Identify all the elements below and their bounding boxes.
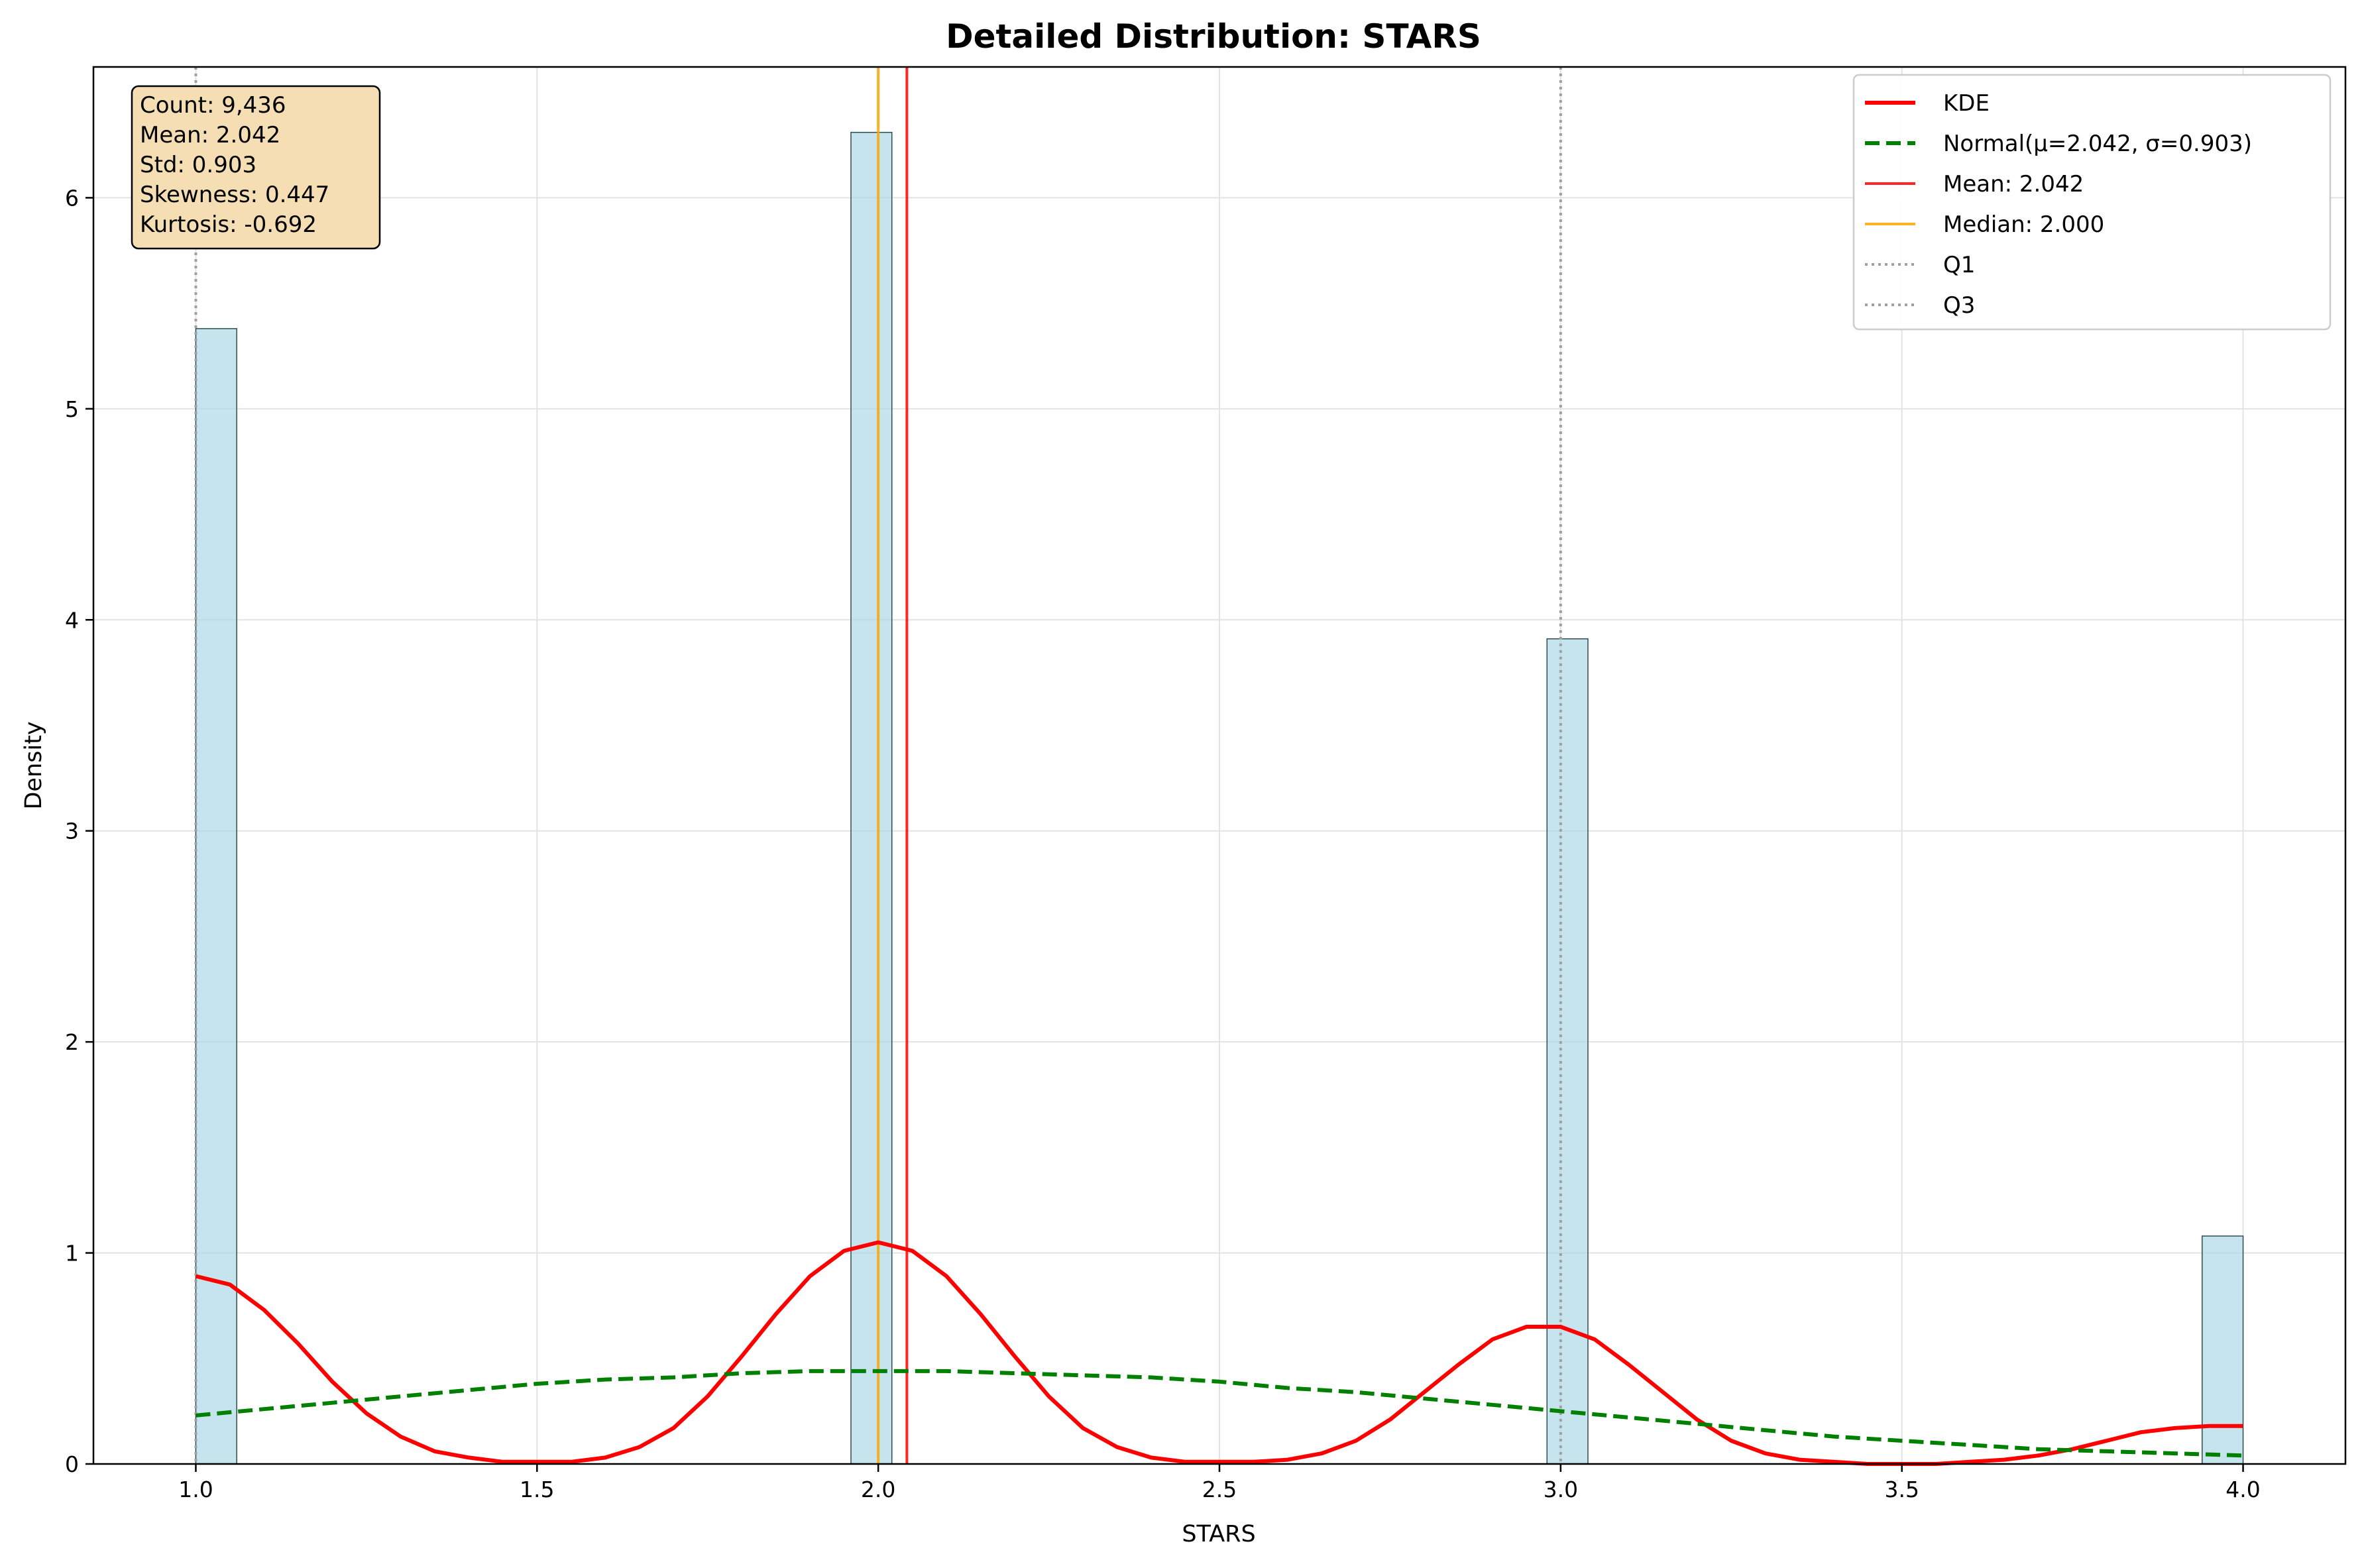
y-tick-label: 5 [65, 396, 79, 422]
stats-line: Kurtosis: -0.692 [140, 211, 317, 238]
legend-label: Q3 [1943, 292, 1975, 319]
x-axis-ticks: 1.0 1.5 2.0 2.5 3.0 3.5 4.0 [178, 1464, 2261, 1502]
y-tick-label: 3 [65, 818, 79, 844]
y-tick-label: 2 [65, 1029, 79, 1055]
histogram-bar [2202, 1235, 2244, 1465]
y-tick-label: 4 [65, 607, 79, 633]
normal-fit-curve [196, 1369, 2243, 1458]
x-tick-label: 2.0 [861, 1477, 895, 1502]
legend-frame [1852, 74, 2332, 331]
histogram-bar [1546, 638, 1589, 1465]
x-tick-label: 3.5 [1884, 1477, 1919, 1502]
x-tick-label: 4.0 [2225, 1477, 2260, 1502]
stats-line: Mean: 2.042 [140, 122, 280, 148]
histogram-bar [850, 131, 893, 1465]
legend-label: Median: 2.000 [1943, 211, 2104, 238]
x-tick-label: 2.5 [1202, 1477, 1237, 1502]
legend-label: KDE [1943, 90, 1990, 117]
chart-title: Detailed Distribution: STARS [946, 17, 1481, 56]
legend-label: Mean: 2.042 [1943, 171, 2084, 197]
x-tick-label: 3.0 [1544, 1477, 1578, 1502]
legend-label: Q1 [1943, 252, 1975, 278]
stats-line: Count: 9,436 [140, 92, 286, 119]
stats-box: Count: 9,436 Mean: 2.042 Std: 0.903 Skewnes… [131, 85, 381, 250]
legend-label: Normal(μ=2.042, σ=0.903) [1943, 131, 2252, 157]
legend: KDE Normal(μ=2.042, σ=0.903) Mean: 2.042 Me… [1852, 74, 2332, 331]
reference-lines [194, 67, 1562, 1464]
x-axis-label: STARS [1182, 1521, 1255, 1547]
y-tick-label: 1 [65, 1241, 79, 1266]
y-tick-label: 0 [65, 1451, 79, 1477]
histogram-bar [195, 328, 237, 1465]
y-axis-label: Density [21, 721, 47, 809]
stats-line: Std: 0.903 [140, 152, 256, 178]
stats-box-background [131, 85, 381, 250]
stats-line: Skewness: 0.447 [140, 182, 329, 208]
y-axis-ticks: 0 1 2 3 4 5 6 [65, 185, 93, 1477]
x-tick-label: 1.5 [520, 1477, 554, 1502]
x-tick-label: 1.0 [178, 1477, 213, 1502]
y-tick-label: 6 [65, 185, 79, 211]
